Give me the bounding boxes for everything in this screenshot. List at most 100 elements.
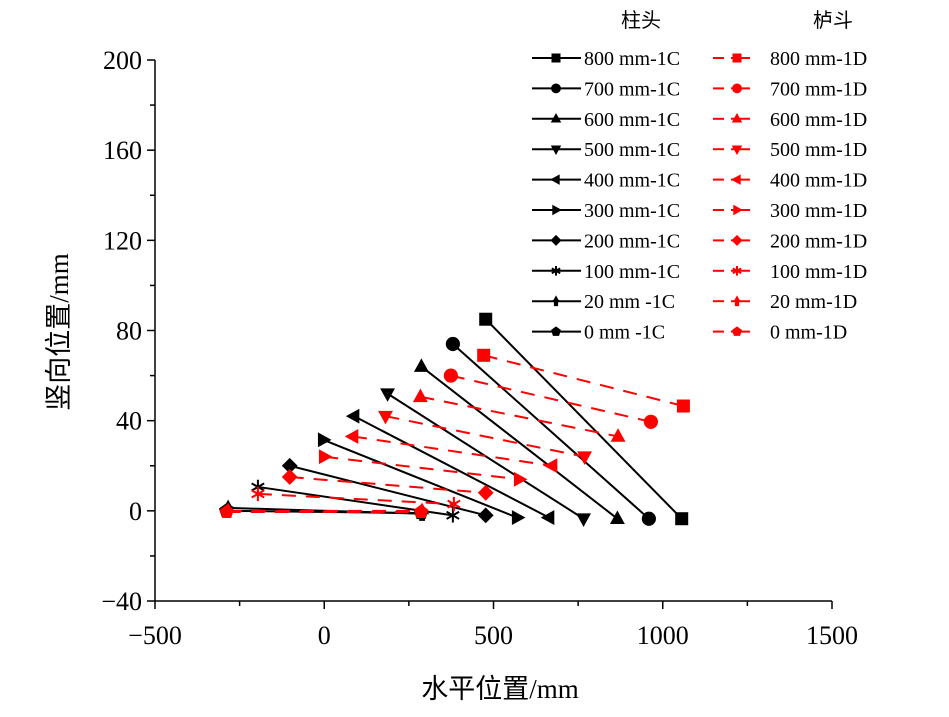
legend: 柱头 栌斗 800 mm-1C 700 mm-1C 600 mm-1C 500 mm-… [532, 9, 867, 344]
series-line [353, 415, 550, 519]
series-20mm-1d [220, 502, 430, 518]
legend-label: 500 mm-1D [770, 139, 867, 161]
legend-item-1d: 700 mm-1D [713, 78, 867, 100]
marker-pentagon [551, 326, 561, 336]
marker-triangle-right [513, 471, 528, 487]
legend-label: 800 mm-1D [770, 48, 867, 70]
y-tick-label: 40 [116, 407, 142, 436]
marker-diamond [477, 484, 494, 501]
series-0mm-1d [219, 504, 429, 519]
marker-triangle-down [380, 388, 395, 402]
legend-item-1d: 20 mm-1D [713, 291, 857, 313]
legend-item-1c: 400 mm-1C [532, 170, 680, 192]
marker-diamond [477, 507, 494, 524]
legend-item-1c: 300 mm-1C [532, 200, 680, 222]
marker-diamond [550, 234, 562, 246]
series-700mm-1d [443, 368, 659, 429]
legend-label: 800 mm-1C [584, 48, 680, 70]
marker-triangle-down [576, 513, 591, 527]
series-line [289, 464, 486, 517]
series-700mm-1c [445, 336, 656, 526]
marker-circle [641, 511, 656, 526]
y-tick-label: 120 [103, 226, 142, 255]
marker-triangle-up [609, 510, 625, 525]
marker-triangle-up [413, 358, 429, 372]
marker-triangle-up [412, 388, 428, 403]
legend-item-1c: 100 mm-1C [532, 261, 680, 283]
series-line [289, 476, 486, 494]
legend-item-1d: 800 mm-1D [713, 48, 867, 70]
series-line [420, 365, 619, 520]
legend-item-1d: 500 mm-1D [713, 139, 867, 161]
series-800mm-1d [477, 348, 690, 413]
legend-label: 200 mm-1C [584, 230, 680, 252]
marker-triangle-down [550, 145, 562, 156]
legend-label: 20 mm-1D [770, 291, 857, 313]
marker-pentagon [219, 504, 234, 519]
series-600mm-1c [413, 358, 625, 525]
legend-item-1d: 600 mm-1D [713, 109, 867, 131]
axes: −500 0 500 1000 1500 −40 0 40 80 120 160 200 [101, 46, 858, 650]
legend-item-1d: 100 mm-1D [713, 261, 867, 283]
marker-square [477, 348, 491, 362]
marker-pentagon [732, 326, 742, 336]
marker-square [479, 312, 493, 326]
marker-circle [445, 336, 460, 352]
plot-area [218, 312, 690, 527]
marker-triangle-left [543, 458, 558, 474]
y-tick-label: 80 [116, 317, 142, 346]
marker-triangle-right [733, 204, 743, 216]
legend-item-1c: 800 mm-1C [532, 48, 680, 70]
legend-item-1d: 300 mm-1D [713, 200, 867, 222]
legend-item-1c: 700 mm-1C [532, 78, 680, 100]
x-tick-label: 500 [474, 621, 513, 650]
legend-item-1c: 0 mm -1C [532, 322, 665, 344]
series-300mm-1d [318, 449, 528, 487]
marker-triangle-down [731, 145, 743, 156]
legend-label: 100 mm-1C [584, 261, 680, 283]
legend-label: 400 mm-1D [770, 170, 867, 192]
marker-triangle-left [550, 174, 560, 185]
legend-label: 300 mm-1D [770, 200, 867, 222]
legend-label: 600 mm-1D [770, 109, 867, 131]
series-line [324, 455, 520, 481]
series-100mm-1d [251, 486, 461, 512]
series-400mm-1d [344, 429, 558, 474]
x-tick-label: 1000 [637, 621, 689, 650]
marker-circle [551, 83, 561, 94]
legend-label: 700 mm-1C [584, 78, 680, 100]
series-line [385, 415, 585, 458]
asterisk-stroke [732, 267, 742, 275]
x-tick-label: −500 [128, 621, 182, 650]
marker-triangle-right [317, 432, 332, 448]
series-line [483, 354, 684, 407]
marker-triangle-up [610, 428, 626, 442]
marker-triangle-right [318, 449, 333, 465]
marker-pin [550, 295, 562, 307]
asterisk-stroke [551, 267, 561, 275]
marker-square [551, 53, 561, 63]
legend-item-1c: 500 mm-1C [532, 139, 680, 161]
legend-label: 400 mm-1C [584, 170, 680, 192]
series-600mm-1d [412, 388, 626, 442]
legend-item-1d: 400 mm-1D [713, 170, 867, 192]
marker-pin [731, 295, 743, 307]
series-500mm-1d [378, 410, 593, 465]
series-800mm-1c [479, 312, 689, 526]
y-tick-label: −40 [101, 587, 142, 616]
legend-header-1C: 柱头 [621, 9, 661, 32]
series-300mm-1c [317, 432, 526, 526]
series-200mm-1d [281, 469, 494, 501]
marker-square [675, 512, 689, 526]
legend-label: 0 mm -1C [584, 322, 665, 344]
legend-label: 600 mm-1C [584, 109, 680, 131]
marker-triangle-down [378, 410, 393, 425]
legend-label: 20 mm -1C [584, 291, 675, 313]
marker-asterisk [251, 486, 265, 502]
y-axis-label: 竖向位置/mm [44, 253, 74, 411]
series-line [322, 438, 518, 519]
marker-triangle-right [511, 510, 526, 526]
marker-asterisk [447, 496, 461, 512]
legend-item-1c: 200 mm-1C [532, 230, 680, 252]
